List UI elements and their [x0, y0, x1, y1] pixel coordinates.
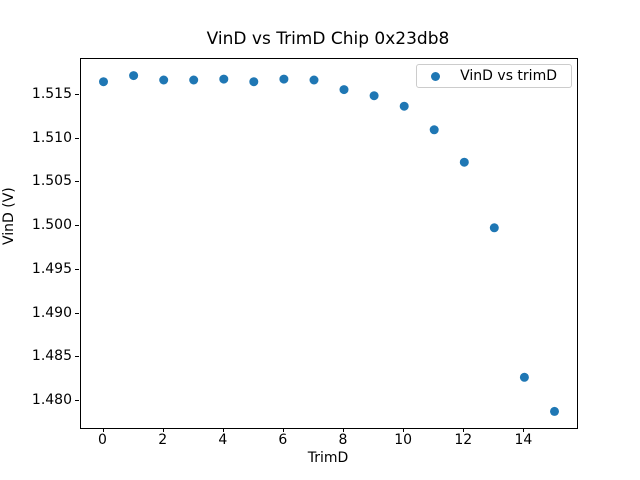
scatter-point [129, 71, 139, 81]
scatter-points-layer [99, 71, 559, 416]
scatter-point [519, 372, 529, 382]
x-tick-mark [343, 428, 344, 432]
x-tick-mark [463, 428, 465, 432]
scatter-point [339, 85, 349, 95]
scatter-point [429, 125, 439, 135]
x-tick-label: 6 [278, 432, 288, 448]
y-tick-mark [75, 399, 79, 401]
scatter-point [399, 101, 409, 111]
y-tick-mark [75, 268, 79, 270]
x-tick-label: 14 [514, 432, 533, 448]
scatter-point [279, 74, 289, 84]
x-tick-label: 2 [158, 432, 168, 448]
y-tick-mark [75, 137, 79, 139]
legend-label: VinD vs trimD [460, 68, 557, 84]
x-tick-mark [282, 428, 284, 432]
y-tick-label: 1.500 [31, 217, 72, 233]
x-tick-mark [222, 428, 224, 432]
y-tick-mark [75, 356, 79, 358]
chart-title: VinD vs TrimD Chip 0x23db8 [206, 29, 450, 49]
x-tick-label: 12 [454, 432, 473, 448]
scatter-point [459, 157, 469, 167]
y-tick-label: 1.485 [31, 348, 72, 365]
x-tick-label: 4 [218, 432, 228, 448]
scatter-point [489, 223, 499, 233]
y-tick-label: 1.510 [31, 129, 72, 146]
x-tick-label: 8 [338, 432, 348, 448]
x-tick-mark [403, 428, 405, 432]
y-tick-label: 1.480 [31, 391, 72, 408]
y-tick-label: 1.490 [31, 304, 72, 321]
y-tick-mark [75, 181, 79, 183]
x-tick-mark [102, 428, 104, 432]
scatter-point [219, 74, 229, 84]
legend-box[interactable]: VinD vs trimD [416, 64, 572, 88]
scatter-point [369, 91, 379, 101]
x-tick-label: 10 [394, 432, 413, 448]
plot-area: VinD vs trimD [80, 58, 578, 429]
x-axis-label: TrimD [307, 450, 349, 466]
scatter-point [309, 75, 319, 85]
y-tick-label: 1.515 [31, 85, 72, 102]
scatter-point [550, 406, 559, 416]
y-tick-label: 1.495 [31, 260, 72, 277]
scatter-point [189, 75, 199, 85]
y-tick-mark [75, 312, 79, 314]
x-tick-mark [523, 428, 525, 432]
y-tick-mark [75, 93, 79, 95]
scatter-point [99, 77, 108, 87]
scatter-point [159, 75, 169, 85]
y-tick-label: 1.505 [31, 173, 72, 190]
x-tick-label: 0 [98, 432, 107, 448]
legend-marker-icon [431, 71, 441, 81]
scatter-point [249, 77, 259, 87]
y-tick-mark [75, 225, 79, 226]
x-tick-mark [162, 428, 164, 432]
